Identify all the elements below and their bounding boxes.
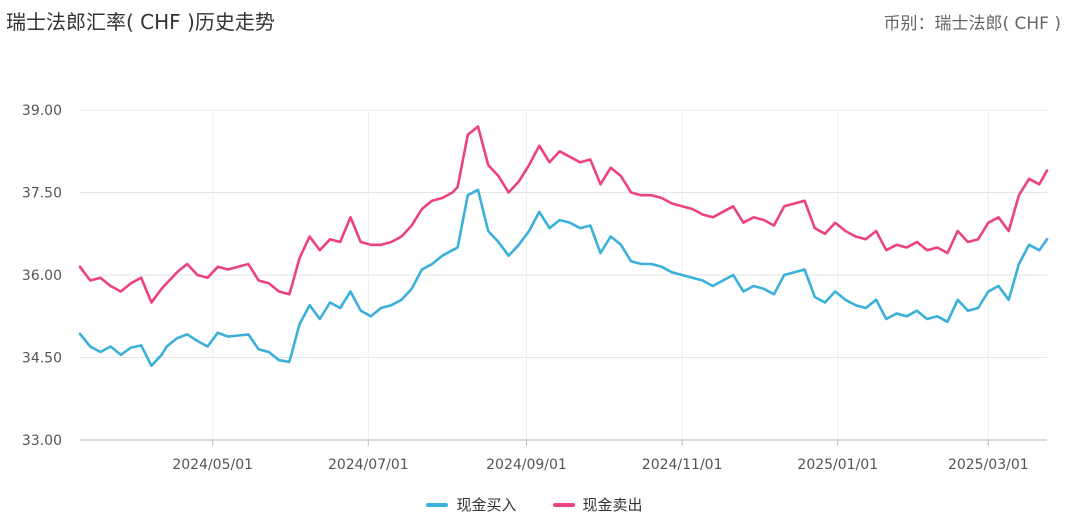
y-axis-ticks: 33.00 34.50 36.00 37.50 39.00	[22, 103, 62, 449]
y-tick-label: 34.50	[22, 351, 62, 367]
legend-swatch-sell	[552, 502, 575, 507]
x-tick-label: 2024/05/01	[172, 457, 253, 473]
legend-item-buy[interactable]: 现金买入	[426, 494, 517, 515]
series-lines	[78, 125, 1049, 367]
page-title: 瑞士法郎汇率( CHF )历史走势	[6, 10, 275, 34]
legend-label-sell: 现金卖出	[582, 496, 643, 514]
y-tick-label: 39.00	[22, 103, 62, 119]
y-tick-label: 33.00	[22, 433, 62, 449]
legend-label-buy: 现金买入	[456, 496, 517, 514]
currency-label: 币别：瑞士法郎( CHF )	[883, 14, 1061, 34]
series-line-sell[interactable]	[78, 125, 1049, 304]
x-tick-label: 2024/07/01	[328, 457, 409, 473]
x-tick-label: 2025/03/01	[948, 457, 1029, 473]
y-tick-label: 37.50	[22, 186, 62, 202]
legend-swatch-buy	[426, 502, 449, 507]
legend-item-sell[interactable]: 现金卖出	[552, 494, 643, 515]
x-tick-label: 2024/11/01	[642, 457, 723, 473]
x-tick-label: 2024/09/01	[486, 457, 567, 473]
legend: 现金买入 现金卖出	[0, 494, 1069, 515]
x-axis-ticks: 2024/05/01 2024/07/01 2024/09/01 2024/11/01…	[172, 457, 1028, 473]
series-line-buy[interactable]	[78, 188, 1049, 367]
y-tick-label: 36.00	[22, 268, 62, 284]
x-tick-label: 2025/01/01	[797, 457, 878, 473]
grid-lines	[80, 109, 1047, 446]
